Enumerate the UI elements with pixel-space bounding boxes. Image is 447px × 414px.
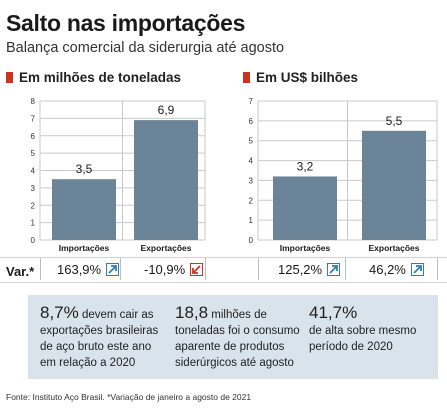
divider-line <box>0 257 447 258</box>
category-label: Importações <box>280 243 331 253</box>
bar-value-label: 5,5 <box>386 114 403 128</box>
y-tick-label: 3 <box>249 176 254 185</box>
cell-divider <box>205 258 206 280</box>
y-tick-label: 4 <box>31 167 36 176</box>
variation-chart1-exportacoes: -10,9% <box>144 262 204 277</box>
variation-value: 163,9% <box>57 262 102 277</box>
cell-divider <box>258 258 259 280</box>
y-tick-label: 6 <box>31 132 36 141</box>
bar-value-label: 6,9 <box>158 103 175 117</box>
info-highlight: 8,7% <box>40 303 79 322</box>
variation-value: -10,9% <box>144 262 186 277</box>
chart-subtitle: Balança comercial da siderurgia até agos… <box>6 40 285 56</box>
y-tick-label: 2 <box>31 201 36 210</box>
cell-divider <box>345 258 346 280</box>
bar-exportações <box>134 120 198 240</box>
variation-chart2-importacoes: 125,2% <box>278 262 341 277</box>
info-box <box>28 295 438 379</box>
cell-divider <box>40 258 41 280</box>
y-tick-label: 7 <box>249 97 254 106</box>
arrow-up-right-icon <box>327 263 341 276</box>
info-text: milhões de toneladas foi o consumo apare… <box>175 309 300 369</box>
arrow-up-right-icon <box>106 263 120 276</box>
y-tick-label: 0 <box>31 236 36 245</box>
y-tick-label: 8 <box>31 97 36 106</box>
cell-divider <box>437 258 438 280</box>
cell-divider <box>120 258 121 280</box>
bar-importações <box>273 176 337 240</box>
y-tick-label: 5 <box>31 149 36 158</box>
info-text: devem cair as exportações brasileiras de… <box>40 309 159 369</box>
red-square-marker <box>243 72 250 83</box>
category-label: Exportações <box>368 243 419 253</box>
bar-value-label: 3,5 <box>76 162 93 176</box>
red-square-marker <box>6 72 13 83</box>
variation-chart1-importacoes: 163,9% <box>57 262 120 277</box>
y-tick-label: 6 <box>249 117 254 126</box>
bar-value-label: 3,2 <box>297 159 314 173</box>
info-highlight: 41,7% <box>309 303 358 322</box>
chart2-heading: Em US$ bilhões <box>243 70 358 85</box>
category-label: Importações <box>59 243 110 253</box>
bar-exportações <box>362 130 426 240</box>
category-label: Exportações <box>140 243 191 253</box>
info-item-2: 18,8 milhões de toneladas foi o consumo … <box>175 303 303 371</box>
y-tick-label: 5 <box>249 137 254 146</box>
info-item-1: 8,7% devem cair as exportações brasileir… <box>40 303 168 371</box>
chart2-title: Em US$ bilhões <box>256 70 359 85</box>
variation-chart2-exportacoes: 46,2% <box>369 262 424 277</box>
bar-importações <box>52 179 116 240</box>
variation-value: 46,2% <box>369 262 406 277</box>
y-tick-label: 7 <box>31 114 36 123</box>
info-text: de alta sobre mesmo período de 2020 <box>309 325 417 353</box>
info-highlight: 18,8 <box>175 303 209 322</box>
chart1-heading: Em milhões de toneladas <box>6 70 181 85</box>
chart1-title: Em milhões de toneladas <box>19 70 182 85</box>
arrow-up-right-icon <box>410 263 424 276</box>
arrow-down-left-icon <box>190 263 204 276</box>
y-tick-label: 0 <box>249 236 254 245</box>
y-tick-label: 1 <box>249 216 254 225</box>
y-tick-label: 4 <box>249 157 254 166</box>
divider-line <box>0 282 447 283</box>
bar-charts: 0 1 2 3 4 5 6 7 8 3,5 Importações 6,9 Exportações 0 1 2… <box>31 97 438 253</box>
variation-label: Var.* <box>6 264 35 279</box>
y-tick-label: 1 <box>31 219 36 228</box>
variation-value: 125,2% <box>278 262 323 277</box>
chart-title: Salto nas importações <box>6 10 246 36</box>
source-note: Fonte: Instituto Aço Brasil. *Variação d… <box>6 392 252 402</box>
y-tick-label: 3 <box>31 184 36 193</box>
y-tick-label: 2 <box>249 196 254 205</box>
info-item-3: 41,7% de alta sobre mesmo período de 202… <box>309 303 427 355</box>
